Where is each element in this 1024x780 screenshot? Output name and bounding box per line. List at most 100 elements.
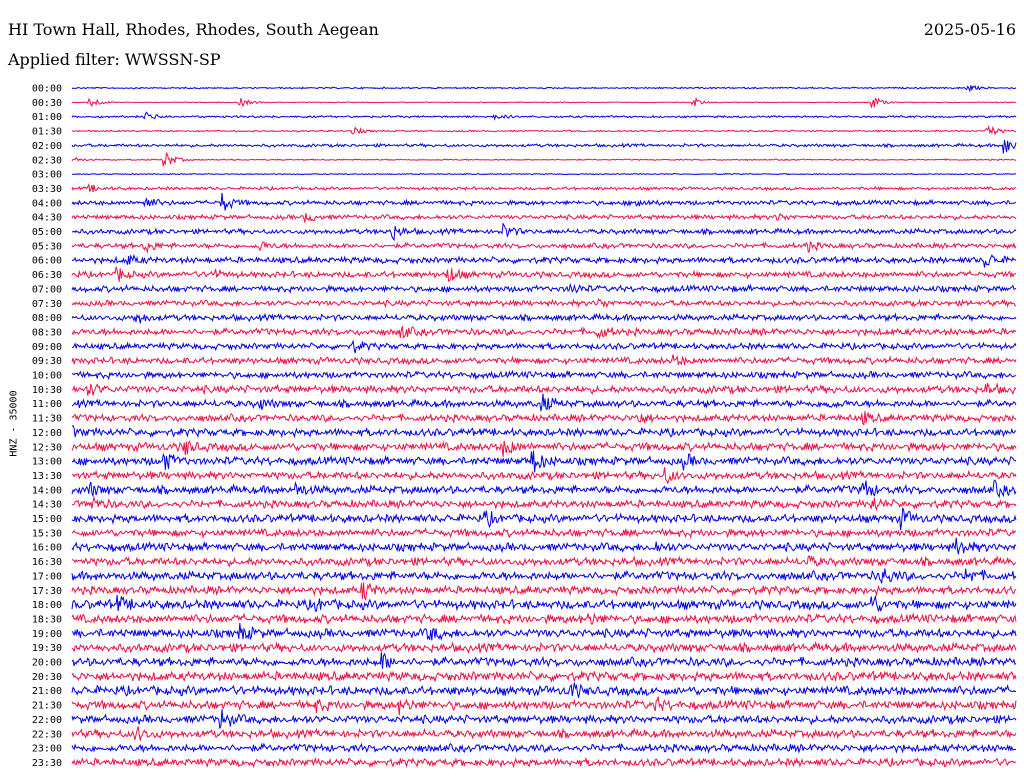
time-tick-label: 10:30 <box>32 385 62 396</box>
time-tick-label: 21:30 <box>32 701 62 712</box>
time-tick-label: 19:00 <box>32 629 62 640</box>
trace-line <box>71 240 1017 254</box>
trace-line <box>71 253 1017 268</box>
time-tick-label: 20:00 <box>32 658 62 669</box>
trace-line <box>71 652 1017 669</box>
time-tick-label: 13:30 <box>32 471 62 482</box>
trace-line <box>71 111 1017 121</box>
time-tick-label: 11:00 <box>32 399 62 410</box>
time-tick-label: 08:00 <box>32 313 62 324</box>
trace-line <box>71 537 1017 555</box>
time-tick-label: 02:30 <box>32 155 62 166</box>
time-tick-label: 09:30 <box>32 356 62 367</box>
trace-line <box>71 756 1017 769</box>
trace-line <box>71 192 1017 211</box>
trace-line <box>71 96 1017 109</box>
date-label: 2025-05-16 <box>923 20 1016 39</box>
trace-line <box>71 640 1017 655</box>
trace-line <box>71 339 1017 354</box>
time-tick-label: 23:30 <box>32 758 62 769</box>
trace-line <box>71 85 1017 93</box>
time-tick-label: 11:30 <box>32 414 62 425</box>
time-tick-label: 01:00 <box>32 112 62 123</box>
time-tick-label: 07:30 <box>32 299 62 310</box>
trace-line <box>71 382 1017 396</box>
time-tick-label: 23:00 <box>32 744 62 755</box>
trace-line <box>71 410 1017 426</box>
station-title: HI Town Hall, Rhodes, Rhodes, South Aege… <box>8 20 379 39</box>
trace-line <box>71 527 1016 540</box>
time-tick-label: 17:30 <box>32 586 62 597</box>
time-tick-label: 12:30 <box>32 442 62 453</box>
trace-line <box>71 393 1017 412</box>
time-tick-label: 06:00 <box>32 256 62 267</box>
trace-line <box>71 726 1017 741</box>
time-tick-label: 13:00 <box>32 457 62 468</box>
time-tick-label: 00:00 <box>32 84 62 95</box>
time-tick-label: 06:30 <box>32 270 62 281</box>
trace-line <box>71 582 1017 601</box>
trace-line <box>71 669 1017 683</box>
time-tick-label: 08:30 <box>32 327 62 338</box>
time-tick-label: 00:30 <box>32 98 62 109</box>
time-tick-label: 07:00 <box>32 284 62 295</box>
trace-line <box>71 369 1017 381</box>
trace-line <box>71 212 1017 223</box>
trace-line <box>71 124 1017 136</box>
trace-line <box>71 495 1017 511</box>
filter-label: Applied filter: WWSSN-SP <box>8 50 221 69</box>
trace-line <box>71 507 1017 531</box>
time-tick-label: 22:00 <box>32 715 62 726</box>
time-tick-label: 22:30 <box>32 729 62 740</box>
trace-line <box>71 172 1017 176</box>
time-tick-label: 15:00 <box>32 514 62 525</box>
time-tick-label: 20:30 <box>32 672 62 683</box>
trace-line <box>71 682 1017 698</box>
trace-line <box>71 222 1017 242</box>
time-tick-label: 18:00 <box>32 600 62 611</box>
trace-line <box>71 266 1017 283</box>
time-tick-label: 10:00 <box>32 371 62 382</box>
time-tick-label: 14:30 <box>32 500 62 511</box>
time-tick-label: 02:00 <box>32 141 62 152</box>
trace-line <box>71 742 1017 755</box>
time-tick-label: 16:00 <box>32 543 62 554</box>
time-tick-label: 14:00 <box>32 485 62 496</box>
trace-line <box>71 182 1016 193</box>
trace-line <box>71 594 1017 612</box>
trace-line <box>71 424 1017 439</box>
time-tick-label: 15:30 <box>32 528 62 539</box>
time-tick-label: 01:30 <box>32 127 62 138</box>
time-tick-label: 17:00 <box>32 571 62 582</box>
time-tick-label: 12:00 <box>32 428 62 439</box>
trace-line <box>71 709 1017 729</box>
trace-line <box>71 354 1017 367</box>
trace-line <box>71 440 1017 458</box>
trace-line <box>71 139 1017 154</box>
time-tick-label: 05:00 <box>32 227 62 238</box>
trace-line <box>71 297 1017 309</box>
trace-line <box>71 151 1017 167</box>
trace-line <box>71 450 1017 473</box>
time-tick-label: 21:00 <box>32 686 62 697</box>
trace-line <box>71 479 1017 499</box>
time-tick-label: 16:30 <box>32 557 62 568</box>
trace-line <box>71 568 1017 584</box>
time-tick-label: 03:00 <box>32 170 62 181</box>
time-tick-label: 04:30 <box>32 213 62 224</box>
time-tick-label: 19:30 <box>32 643 62 654</box>
time-tick-label: 18:30 <box>32 614 62 625</box>
time-tick-label: 05:30 <box>32 241 62 252</box>
trace-line <box>71 696 1017 716</box>
trace-line <box>71 467 1017 485</box>
trace-line <box>71 312 1017 324</box>
trace-line <box>71 282 1017 294</box>
time-tick-label: 03:30 <box>32 184 62 195</box>
trace-line <box>71 623 1017 642</box>
trace-line <box>71 326 1017 340</box>
trace-line <box>71 555 1017 568</box>
time-tick-label: 09:00 <box>32 342 62 353</box>
time-tick-label: 04:00 <box>32 198 62 209</box>
trace-line <box>71 612 1017 626</box>
